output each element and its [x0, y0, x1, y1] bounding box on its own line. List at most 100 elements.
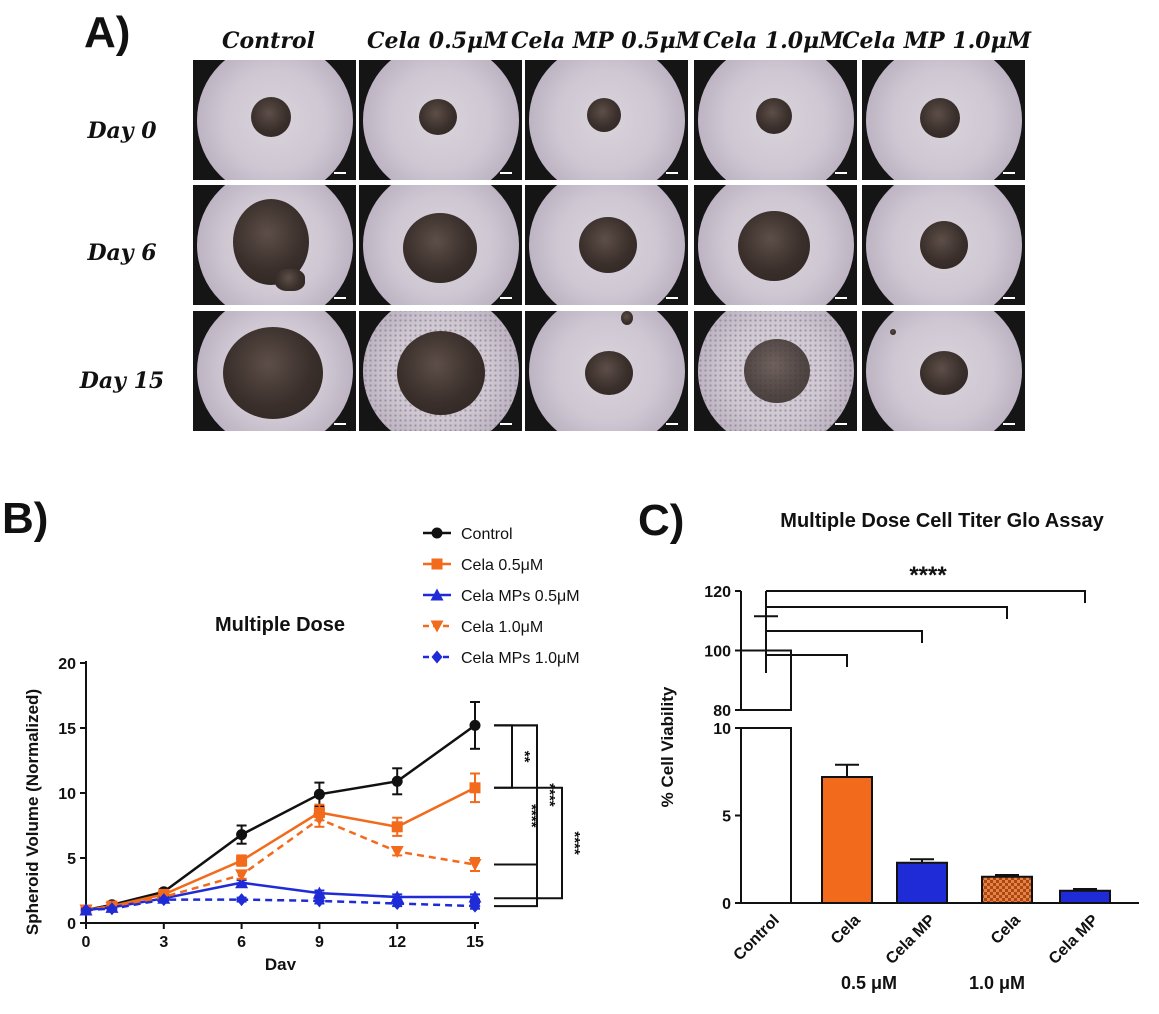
series-0 — [80, 701, 481, 916]
data-point — [313, 894, 325, 908]
bar-group-2: Cela MP — [883, 858, 948, 968]
bar-group-4: Cela MP — [1046, 888, 1111, 968]
column-label-cela-0-5: Cela 0.5μM — [367, 28, 508, 54]
data-point — [469, 899, 481, 913]
chart-c-title: Multiple Dose Cell Titer Glo Assay — [780, 510, 1104, 532]
chart-b-xtick-label: 9 — [315, 934, 324, 951]
micrograph-control-day-6 — [193, 185, 356, 305]
dose-label-1-0: 1.0 μM — [969, 973, 1025, 993]
legend-label: Cela MPs 1.0μM — [461, 650, 580, 667]
chart-cell-viability: Multiple Dose Cell Titer Glo Assay % Cel… — [658, 510, 1139, 993]
chart-b-ytick-label: 10 — [58, 786, 76, 803]
chart-b-xtick-label: 15 — [466, 934, 484, 951]
chart-c-ytick-label: 0 — [722, 896, 731, 913]
bar-group-0: Control — [731, 615, 792, 964]
micrograph-cela-mp-0-5-day-0 — [525, 60, 688, 180]
bracket-line — [494, 724, 538, 908]
chart-b-title: Multiple Dose — [215, 614, 345, 636]
chart-c-category-label: Cela MP — [883, 912, 939, 968]
chart-b-xtick-label: 6 — [237, 934, 246, 951]
data-point — [106, 902, 118, 916]
data-point — [468, 859, 482, 871]
chart-c-ytick-label: 5 — [722, 809, 731, 826]
micrograph-cela-0-5-day-0 — [359, 60, 522, 180]
significance-bracket-2: **** — [494, 724, 540, 908]
series-1 — [80, 772, 481, 916]
micrograph-cela-0-5-day-6 — [359, 185, 522, 305]
legend-marker — [430, 588, 444, 601]
bar — [981, 875, 1033, 904]
chart-b-ytick-label: 5 — [67, 851, 76, 868]
legend-marker — [431, 558, 443, 570]
micrograph-cela-mp-1-0-day-15 — [862, 311, 1025, 431]
column-label-cela-mp-0-5: Cela MP 0.5μM — [511, 28, 701, 54]
bracket-line — [494, 724, 513, 789]
chart-c-ytick-label: 10 — [713, 721, 731, 738]
significance-bracket-0: ** — [494, 724, 533, 789]
data-point — [235, 869, 249, 882]
chart-b-xtick-label: 12 — [388, 934, 406, 951]
significance-label: **** — [541, 783, 558, 807]
row-label-day-15: Day 15 — [79, 368, 165, 394]
bar — [896, 861, 948, 904]
chart-c-category-label: Cela — [988, 912, 1024, 948]
comparison-bracket — [766, 630, 923, 643]
chart-c-ytick-label: 80 — [713, 703, 731, 720]
micrograph-cela-1-0-day-0 — [694, 60, 857, 180]
data-point — [469, 719, 481, 731]
row-label-day-0: Day 0 — [87, 118, 157, 144]
data-point — [236, 829, 248, 841]
chart-c-category-label: Control — [731, 912, 783, 964]
micrograph-cela-mp-0-5-day-15 — [525, 311, 688, 431]
data-point — [391, 897, 403, 910]
data-point — [312, 813, 326, 826]
data-point — [313, 788, 325, 800]
data-point — [391, 775, 403, 787]
bar-group-1: Cela — [821, 763, 873, 948]
micrograph-control-day-15 — [193, 311, 356, 431]
chart-c-ytick-label: 100 — [704, 644, 731, 661]
significance-bracket-1: **** — [494, 724, 558, 866]
chart-b-ytick-label: 0 — [67, 916, 76, 933]
chart-c-category-label: Cela — [828, 912, 864, 948]
bar — [740, 727, 792, 904]
legend-label: Control — [461, 526, 513, 543]
panel-b-letter: B) — [2, 494, 49, 543]
series-2 — [79, 876, 482, 916]
micrograph-cela-1-0-day-15 — [694, 311, 857, 431]
comparison-bracket — [766, 590, 1086, 603]
micrograph-control-day-0 — [193, 60, 356, 180]
column-label-cela-mp-1-0: Cela MP 1.0μM — [842, 28, 1032, 54]
chart-b-ylabel: Spheroid Volume (Normalized) — [23, 689, 42, 935]
bracket-line — [494, 724, 538, 866]
significance-bracket-3: **** — [494, 786, 583, 900]
bracket-line — [494, 786, 563, 900]
chart-b-xlabel: Day — [265, 955, 297, 970]
column-label-control: Control — [222, 28, 315, 54]
chart-b-xtick-label: 0 — [82, 934, 91, 951]
bar — [821, 776, 873, 904]
row-label-day-6: Day 6 — [87, 240, 157, 266]
data-point — [236, 855, 248, 867]
data-point — [235, 876, 249, 889]
data-point — [312, 886, 326, 899]
legend-label: Cela 0.5μM — [461, 557, 543, 574]
chart-b-ytick-label: 15 — [58, 721, 76, 738]
micrograph-cela-mp-0-5-day-6 — [525, 185, 688, 305]
significance-label: **** — [523, 804, 540, 828]
data-point — [80, 903, 92, 917]
chart-c-ylabel: % Cell Viability — [658, 686, 677, 807]
data-point — [236, 893, 248, 907]
micrograph-cela-1-0-day-6 — [694, 185, 857, 305]
chart-c-ytick-label: 120 — [704, 584, 731, 601]
chart-b-ytick-label: 20 — [58, 656, 76, 673]
chart-spheroid-volume: Multiple Dose Spheroid Volume (Normalize… — [23, 526, 583, 970]
bar — [1059, 889, 1111, 904]
legend-label: Cela MPs 0.5μM — [461, 588, 580, 605]
panel-c-letter: C) — [638, 496, 685, 545]
dose-label-0-5: 0.5 μM — [841, 973, 897, 993]
significance-label: ** — [516, 751, 533, 763]
column-label-cela-1-0: Cela 1.0μM — [703, 28, 844, 54]
micrograph-cela-mp-1-0-day-0 — [862, 60, 1025, 180]
legend-marker — [431, 527, 443, 539]
